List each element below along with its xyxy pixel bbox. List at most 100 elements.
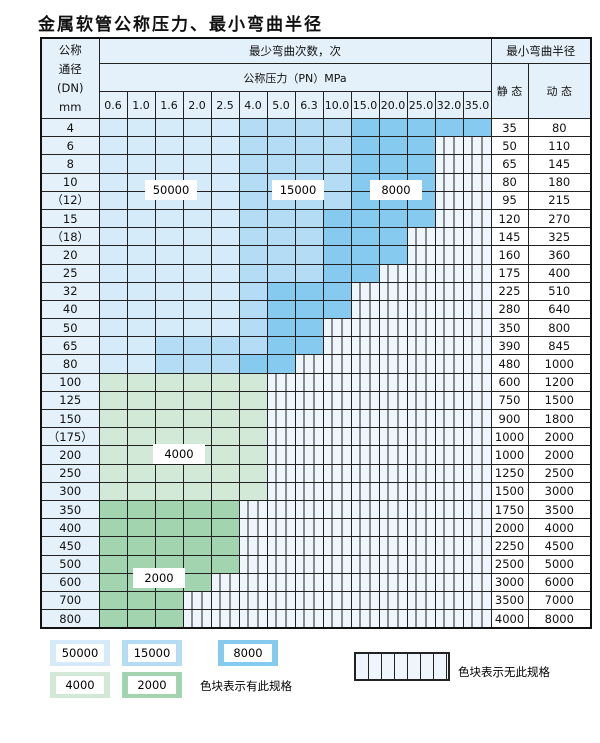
spec-cell <box>182 281 212 301</box>
dn-cell: 40 <box>40 299 100 320</box>
static-radius-cell: 900 <box>490 408 529 429</box>
no-spec-cell <box>350 318 380 338</box>
no-spec-cell <box>434 136 464 156</box>
no-spec-cell <box>294 427 324 447</box>
spec-cell <box>266 354 296 374</box>
no-spec-cell <box>434 281 464 301</box>
no-spec-cell <box>462 427 492 447</box>
no-spec-cell <box>406 445 436 465</box>
table-row: 15 120 270 <box>40 208 592 229</box>
no-spec-cell <box>406 481 436 501</box>
spec-cell <box>322 172 352 192</box>
dn-cell: 80 <box>40 354 100 374</box>
legend-label: 2000 <box>128 676 176 694</box>
no-spec-cell <box>266 590 296 611</box>
no-spec-cell <box>434 427 464 447</box>
no-spec-cell <box>266 408 296 429</box>
spec-cell <box>126 336 156 356</box>
static-radius-cell: 1750 <box>490 499 529 520</box>
spec-cell <box>154 208 184 229</box>
no-spec-cell <box>434 590 464 611</box>
no-spec-cell <box>462 463 492 483</box>
no-spec-cell <box>462 336 492 356</box>
spec-cell <box>294 208 324 229</box>
static-radius-cell: 95 <box>490 190 529 210</box>
dynamic-radius-cell: 4500 <box>527 536 592 556</box>
dn-cell: 200 <box>40 445 100 465</box>
spec-cell <box>406 136 436 156</box>
region-label-15000: 15000 <box>272 180 324 200</box>
spec-cell <box>210 136 240 156</box>
no-spec-cell <box>462 154 492 174</box>
spec-cell <box>182 572 212 592</box>
no-spec-cell <box>462 172 492 192</box>
pressure-col-header: 35.0 <box>462 91 492 119</box>
spec-cell <box>98 117 128 138</box>
no-spec-cell <box>434 499 464 520</box>
no-spec-cell <box>406 463 436 483</box>
table-row: 600 3000 6000 <box>40 572 592 592</box>
no-spec-cell <box>378 536 408 556</box>
no-spec-cell <box>322 318 352 338</box>
spec-cell <box>322 136 352 156</box>
spec-cell <box>210 281 240 301</box>
no-spec-cell <box>266 445 296 465</box>
spec-cell <box>210 208 240 229</box>
static-radius-cell: 600 <box>490 372 529 392</box>
no-spec-cell <box>434 408 464 429</box>
spec-cell <box>238 263 268 283</box>
dn-cell: 50 <box>40 318 100 338</box>
cycles-header: 最少弯曲次数，次 <box>98 37 492 64</box>
no-spec-cell <box>462 245 492 265</box>
spec-cell <box>98 590 128 611</box>
spec-cell <box>154 336 184 356</box>
no-spec-cell <box>462 481 492 501</box>
no-spec-cell <box>378 481 408 501</box>
static-radius-cell: 2250 <box>490 536 529 556</box>
no-spec-cell <box>434 445 464 465</box>
pressure-col-header: 1.0 <box>126 91 156 119</box>
static-radius-cell: 480 <box>490 354 529 374</box>
static-radius-cell: 2000 <box>490 518 529 538</box>
no-spec-cell <box>322 427 352 447</box>
dynamic-radius-cell: 110 <box>527 136 592 156</box>
spec-cell <box>322 190 352 210</box>
spec-cell <box>98 554 128 574</box>
dynamic-radius-cell: 1500 <box>527 390 592 411</box>
no-spec-cell <box>378 427 408 447</box>
no-spec-cell <box>406 609 436 629</box>
no-spec-cell <box>322 336 352 356</box>
spec-cell <box>350 117 380 138</box>
static-radius-cell: 120 <box>490 208 529 229</box>
dn-cell: 32 <box>40 281 100 301</box>
spec-cell <box>126 481 156 501</box>
region-label-8000: 8000 <box>370 180 422 200</box>
spec-cell <box>350 154 380 174</box>
dynamic-radius-cell: 845 <box>527 336 592 356</box>
no-spec-cell <box>210 590 240 611</box>
dynamic-header: 动 态 <box>527 63 592 119</box>
spec-cell <box>210 154 240 174</box>
dynamic-radius-cell: 325 <box>527 227 592 247</box>
spec-cell <box>210 536 240 556</box>
table-row: （12） 95 215 <box>40 190 592 210</box>
no-spec-cell <box>350 590 380 611</box>
no-spec-cell <box>406 372 436 392</box>
legend-50000: 50000 <box>50 640 110 666</box>
no-spec-cell <box>378 445 408 465</box>
static-radius-cell: 50 <box>490 136 529 156</box>
spec-cell <box>210 263 240 283</box>
no-spec-cell <box>266 518 296 538</box>
spec-cell <box>126 263 156 283</box>
spec-cell <box>238 154 268 174</box>
no-spec-cell <box>462 281 492 301</box>
no-spec-cell <box>322 518 352 538</box>
no-spec-cell <box>378 354 408 374</box>
static-header: 静 态 <box>490 63 529 119</box>
dn-header-line: (DN) <box>57 80 84 95</box>
spec-cell <box>406 154 436 174</box>
no-spec-cell <box>434 154 464 174</box>
no-spec-cell <box>350 390 380 411</box>
spec-cell <box>154 518 184 538</box>
dn-cell: 6 <box>40 136 100 156</box>
